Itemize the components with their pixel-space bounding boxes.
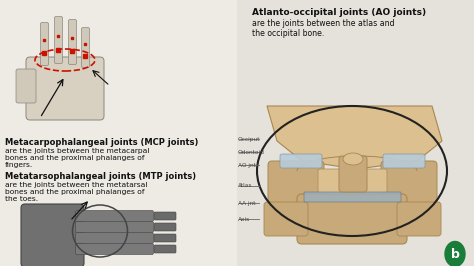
FancyBboxPatch shape <box>268 161 324 207</box>
FancyBboxPatch shape <box>154 212 176 220</box>
FancyBboxPatch shape <box>82 27 90 68</box>
FancyBboxPatch shape <box>304 192 401 202</box>
FancyBboxPatch shape <box>397 202 441 236</box>
FancyBboxPatch shape <box>69 19 76 64</box>
Text: are the joints between the atlas and
the occipital bone.: are the joints between the atlas and the… <box>252 19 395 38</box>
Text: Metacarpophalangeal joints (MCP joints): Metacarpophalangeal joints (MCP joints) <box>5 138 199 147</box>
Text: are the joints between the metacarpal
bones and the proximal phalanges of
finger: are the joints between the metacarpal bo… <box>5 148 149 168</box>
FancyBboxPatch shape <box>264 202 308 236</box>
Text: b: b <box>451 248 459 261</box>
FancyBboxPatch shape <box>154 245 176 253</box>
Text: Atlanto-occipital joints (AO joints): Atlanto-occipital joints (AO joints) <box>252 8 426 17</box>
Bar <box>237 0 474 266</box>
FancyBboxPatch shape <box>75 210 154 222</box>
Text: AA jnt: AA jnt <box>238 201 255 206</box>
Text: Metatarsophalangeal joints (MTP joints): Metatarsophalangeal joints (MTP joints) <box>5 172 196 181</box>
Text: Occiput: Occiput <box>238 137 261 142</box>
FancyBboxPatch shape <box>75 232 154 243</box>
Text: Axis: Axis <box>238 217 250 222</box>
FancyBboxPatch shape <box>280 154 322 168</box>
FancyBboxPatch shape <box>154 234 176 242</box>
FancyBboxPatch shape <box>381 161 437 207</box>
Text: AO jnt: AO jnt <box>238 163 256 168</box>
Text: Atlas: Atlas <box>238 183 253 188</box>
Polygon shape <box>445 242 465 266</box>
Text: are the joints between the metatarsal
bones and the proximal phalanges of
the to: are the joints between the metatarsal bo… <box>5 182 147 202</box>
Polygon shape <box>267 106 442 169</box>
Ellipse shape <box>343 153 363 165</box>
Text: Odontoid: Odontoid <box>238 150 265 155</box>
FancyBboxPatch shape <box>21 204 84 266</box>
FancyBboxPatch shape <box>383 154 425 168</box>
FancyBboxPatch shape <box>339 156 367 192</box>
FancyBboxPatch shape <box>16 69 36 103</box>
FancyBboxPatch shape <box>55 16 63 64</box>
FancyBboxPatch shape <box>318 169 387 193</box>
FancyBboxPatch shape <box>75 243 154 255</box>
FancyBboxPatch shape <box>26 57 104 120</box>
FancyBboxPatch shape <box>40 23 48 65</box>
FancyBboxPatch shape <box>154 223 176 231</box>
FancyBboxPatch shape <box>75 222 154 232</box>
FancyBboxPatch shape <box>297 194 407 244</box>
